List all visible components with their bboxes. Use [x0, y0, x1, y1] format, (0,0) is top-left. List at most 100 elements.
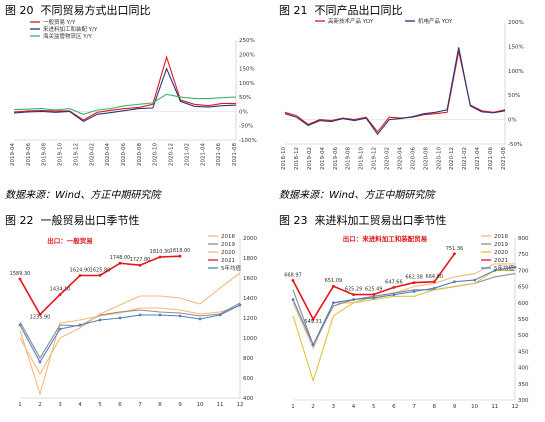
data-point — [331, 301, 335, 305]
legend-label: 来进料加工和装配 Y/Y — [43, 25, 98, 33]
y-tick-label: 400 — [243, 396, 254, 402]
data-point — [58, 293, 62, 296]
data-label: 1624.90 — [70, 268, 91, 274]
x-tick-label: 2 — [311, 404, 315, 410]
x-tick-label: 10 — [197, 402, 204, 408]
legend-label: 2018 — [221, 234, 235, 240]
series-line-1 — [19, 302, 241, 360]
fig23-title: 图 23 来进料加工贸易出口季节性 — [279, 212, 447, 228]
series-line-4 — [292, 266, 516, 347]
x-tick-label: 12 — [237, 402, 244, 408]
x-tick-label: 2020-04 — [397, 147, 403, 170]
legend-label: 2019 — [494, 242, 508, 248]
fig21-label: 图 21 — [279, 4, 308, 17]
x-tick-label: 4 — [78, 402, 82, 408]
data-point — [18, 323, 22, 327]
x-tick-label: 2019-08 — [42, 143, 48, 166]
data-point — [98, 318, 102, 322]
data-point — [178, 314, 182, 318]
fig20-label: 图 20 — [5, 4, 34, 17]
x-tick-label: 2021-08 — [232, 143, 238, 166]
data-point — [493, 269, 497, 272]
y-tick-label: 0% — [508, 118, 517, 124]
x-tick-label: 2019-10 — [58, 143, 64, 166]
y-tick-label: 250% — [239, 38, 255, 44]
data-point — [372, 293, 376, 296]
x-tick-label: 2020-02 — [89, 143, 95, 166]
x-tick-label: 2019-12 — [372, 147, 378, 170]
data-point — [138, 263, 142, 267]
y-tick-label: 100% — [239, 81, 255, 87]
y-tick-label: -100% — [239, 138, 257, 144]
x-tick-label: 2019-04 — [320, 147, 326, 170]
x-tick-label: 5 — [98, 402, 102, 408]
data-point — [178, 254, 182, 258]
x-tick-label: 6 — [118, 402, 122, 408]
x-tick-label: 9 — [178, 402, 182, 408]
series-line-1 — [13, 67, 237, 123]
series-line-1 — [292, 273, 516, 347]
data-point — [291, 298, 295, 301]
y-tick-label: 50% — [508, 93, 520, 99]
data-label: 647.66 — [385, 279, 403, 285]
x-tick-label: 10 — [471, 404, 478, 410]
legend-label: 2018 — [494, 234, 508, 240]
x-tick-label: 7 — [138, 402, 142, 408]
x-tick-label: 12 — [512, 404, 519, 410]
data-point — [352, 298, 355, 301]
fig21-title-text: 不同产品出口同比 — [314, 4, 403, 17]
data-label: 1625.80 — [90, 267, 111, 273]
x-tick-label: 2 — [38, 402, 42, 408]
data-label: 751.36 — [446, 246, 464, 252]
x-tick-label: 2021-06 — [488, 147, 494, 170]
legend-label: 5年均值 — [494, 264, 514, 272]
y-tick-label: 650 — [518, 285, 529, 291]
chart-fig20: -100% -50% 0% 50% 100% 150% 200% 250% 2019-04 201… — [10, 18, 257, 166]
fig23-label: 图 23 — [279, 214, 308, 227]
chart-fig21: -50% 0% 50% 100% 150% 200% 2018-10 2018-12 2019-… — [281, 17, 524, 170]
data-point — [238, 303, 242, 307]
fig22-title: 图 22 一般贸易出口季节性 — [5, 212, 140, 228]
data-point — [352, 293, 355, 297]
y-tick-label: 750 — [518, 252, 529, 258]
x-tick-label: 2021-04 — [475, 147, 481, 170]
x-tick-label: 1 — [291, 404, 295, 410]
y-tick-label: 2000 — [243, 236, 257, 242]
x-tick-label: 2021-02 — [184, 143, 190, 166]
y-tick-label: 450 — [518, 349, 529, 355]
series-line-4 — [19, 304, 241, 364]
x-tick-label: 11 — [491, 404, 498, 410]
y-tick-label: 50% — [239, 95, 251, 101]
y-tick-label: 700 — [518, 268, 529, 274]
data-point — [432, 280, 436, 284]
legend-label: 2020 — [221, 250, 235, 256]
data-point — [198, 317, 202, 321]
x-tick-label: 2019-10 — [359, 147, 365, 170]
data-label: 625.29 — [345, 287, 363, 293]
fig23-title-text: 来进料加工贸易出口季节性 — [314, 214, 447, 227]
series-line-2 — [292, 269, 515, 383]
data-point — [158, 313, 162, 317]
y-tick-label: 300 — [518, 398, 529, 404]
y-tick-label: 800 — [518, 236, 529, 242]
data-point — [291, 279, 295, 282]
data-point — [138, 313, 142, 317]
x-tick-label: 2019-06 — [26, 143, 32, 166]
data-label: 1434.10 — [50, 287, 71, 293]
data-point — [372, 296, 376, 300]
data-point — [58, 327, 62, 331]
y-tick-label: 0% — [239, 109, 248, 115]
fig20-title: 图 20 不同贸易方式出口同比 — [5, 2, 151, 18]
y-tick-label: 500 — [518, 333, 529, 339]
x-tick-label: 2020-10 — [436, 147, 442, 170]
legend-label: 高新技术产品 YOY — [328, 17, 374, 25]
x-tick-label: 2021-04 — [200, 143, 206, 166]
x-tick-label: 2021-06 — [216, 143, 222, 166]
y-tick-label: 600 — [243, 376, 254, 382]
data-point — [38, 313, 42, 316]
data-point — [38, 360, 42, 364]
data-point — [453, 252, 456, 256]
data-point — [412, 281, 416, 284]
data-point — [473, 278, 477, 282]
x-tick-label: 2020-12 — [169, 143, 175, 166]
